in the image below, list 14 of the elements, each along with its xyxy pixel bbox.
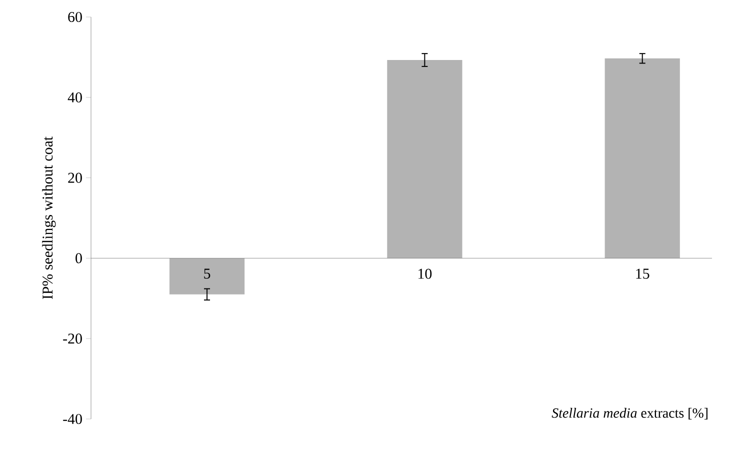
bar [169, 258, 245, 294]
y-tick-label: -20 [63, 334, 82, 344]
y-axis-title: IP% seedlings without coat [42, 136, 56, 300]
x-tick-label: 5 [204, 268, 210, 279]
x-tick-label: 10 [418, 268, 432, 279]
bar [387, 60, 462, 258]
y-tick-label: 40 [68, 92, 82, 102]
bar [604, 58, 680, 258]
y-tick-label: 20 [68, 172, 82, 183]
y-tick-label: -40 [63, 414, 82, 424]
y-tick-label: 0 [76, 253, 82, 264]
x-tick-label: 15 [636, 268, 650, 279]
y-tick-label: 60 [68, 12, 82, 22]
x-axis-title: Stellaria media extracts [%] [552, 408, 708, 420]
